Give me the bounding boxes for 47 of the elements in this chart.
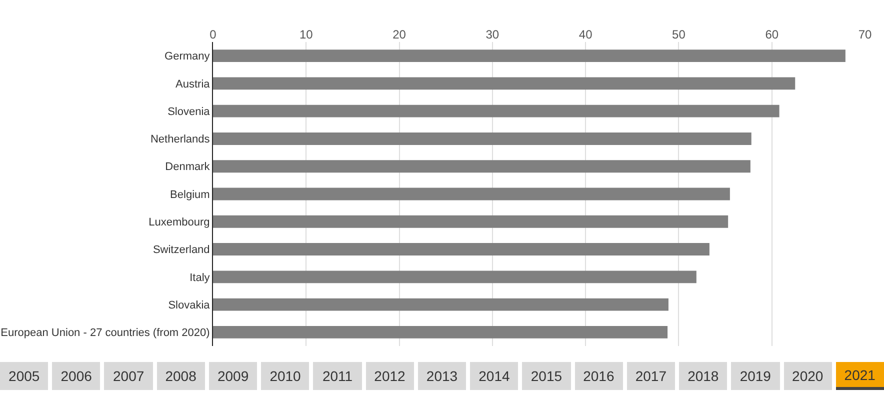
text: 2012 [366, 362, 414, 390]
x-tick-label: 0 [210, 28, 217, 42]
text: 2011 [313, 362, 362, 390]
y-tick-label: Netherlands [150, 134, 210, 146]
text: 2017 [626, 362, 676, 390]
text: 2014 [470, 362, 518, 390]
bar [213, 243, 710, 256]
text: 2013 [418, 362, 466, 390]
text: 2005 [0, 362, 48, 390]
text: 2021 [836, 362, 884, 390]
bar [213, 215, 728, 228]
bar [213, 298, 668, 311]
text: 2016 [574, 362, 623, 390]
x-tick-label: 70 [858, 28, 872, 42]
y-tick-label: Italy [190, 272, 210, 284]
text: 2010 [261, 362, 310, 390]
text: 2020 [784, 362, 832, 390]
x-tick-label: 30 [486, 28, 500, 42]
y-tick-label: Austria [176, 78, 211, 90]
y-tick-label: Denmark [165, 161, 210, 174]
y-tick-label: Belgium [170, 188, 210, 201]
text: 2006 [52, 362, 100, 390]
x-tick-label: 20 [392, 28, 406, 42]
text: 2009 [208, 362, 258, 390]
y-tick-label: European Union - 27 countries (from 2020) [0, 327, 210, 340]
bar [213, 326, 668, 338]
y-tick-label: Germany [164, 50, 210, 63]
text: 2019 [731, 362, 780, 390]
bar [213, 77, 796, 90]
text: 2007 [104, 362, 153, 390]
x-tick-label: 50 [672, 28, 686, 42]
y-tick-label: Slovenia [168, 106, 211, 118]
bar [213, 132, 752, 145]
y-tick-label: Switzerland [152, 244, 210, 256]
x-tick-label: 10 [299, 28, 314, 42]
x-tick-label: 40 [578, 28, 593, 42]
y-tick-label: Slovakia [168, 299, 211, 312]
bar [213, 188, 730, 200]
y-tick-label: Luxembourg [148, 216, 210, 228]
bar [213, 50, 846, 62]
bar [213, 104, 780, 118]
text: 2015 [522, 362, 571, 390]
text: 2008 [156, 362, 205, 390]
text: 2018 [679, 362, 728, 390]
bar [213, 270, 696, 284]
bar [213, 160, 750, 173]
x-tick-label: 60 [765, 28, 779, 42]
